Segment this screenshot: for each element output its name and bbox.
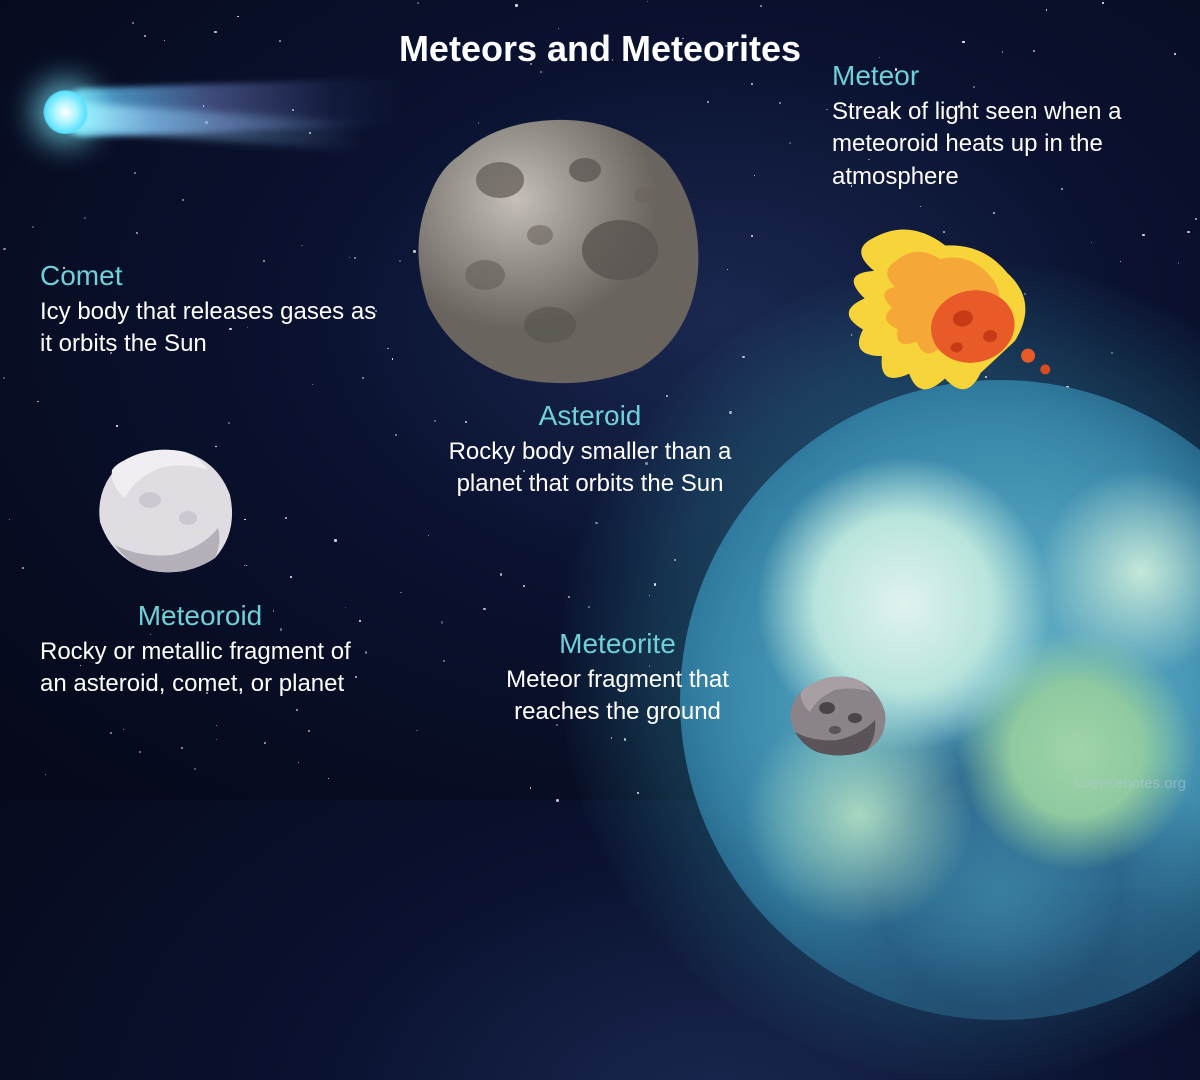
meteorite-block: Meteorite Meteor fragment that reaches t… <box>470 628 765 729</box>
meteoroid-desc: Rocky or metallic fragment of an asteroi… <box>40 636 380 701</box>
comet-label: Comet <box>40 260 380 292</box>
meteorite-icon <box>785 670 890 760</box>
attribution-text: sciencenotes.org <box>1073 775 1186 792</box>
meteor-block: Meteor Streak of light seen when a meteo… <box>832 60 1182 193</box>
meteoroid-block: Meteoroid Rocky or metallic fragment of … <box>40 600 380 701</box>
meteoroid-icon <box>90 440 240 580</box>
meteorite-desc: Meteor fragment that reaches the ground <box>470 664 765 729</box>
asteroid-desc: Rocky body smaller than a planet that or… <box>420 436 760 501</box>
asteroid-icon <box>400 110 710 390</box>
comet-icon <box>29 39 410 251</box>
comet-block: Comet Icy body that releases gases as it… <box>40 260 380 361</box>
asteroid-label: Asteroid <box>420 400 760 432</box>
comet-desc: Icy body that releases gases as it orbit… <box>40 296 380 361</box>
meteorite-label: Meteorite <box>470 628 765 660</box>
meteor-desc: Streak of light seen when a meteoroid he… <box>832 96 1182 193</box>
asteroid-block: Asteroid Rocky body smaller than a plane… <box>420 400 760 501</box>
page-title: Meteors and Meteorites <box>399 28 801 70</box>
meteoroid-label: Meteoroid <box>100 600 300 632</box>
meteor-label: Meteor <box>832 60 1182 92</box>
